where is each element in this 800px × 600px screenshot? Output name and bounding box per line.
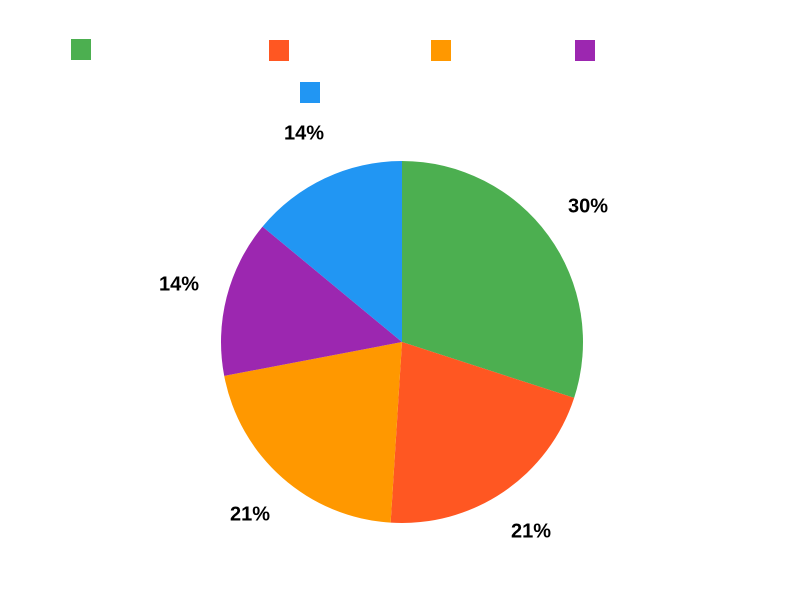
pie-slice-1[interactable]	[402, 161, 583, 398]
pie-slice-2[interactable]	[390, 342, 575, 523]
pie-slice-5[interactable]	[262, 161, 402, 342]
pie-slice-4[interactable]	[221, 226, 402, 376]
pie-slice-3[interactable]	[224, 342, 402, 523]
